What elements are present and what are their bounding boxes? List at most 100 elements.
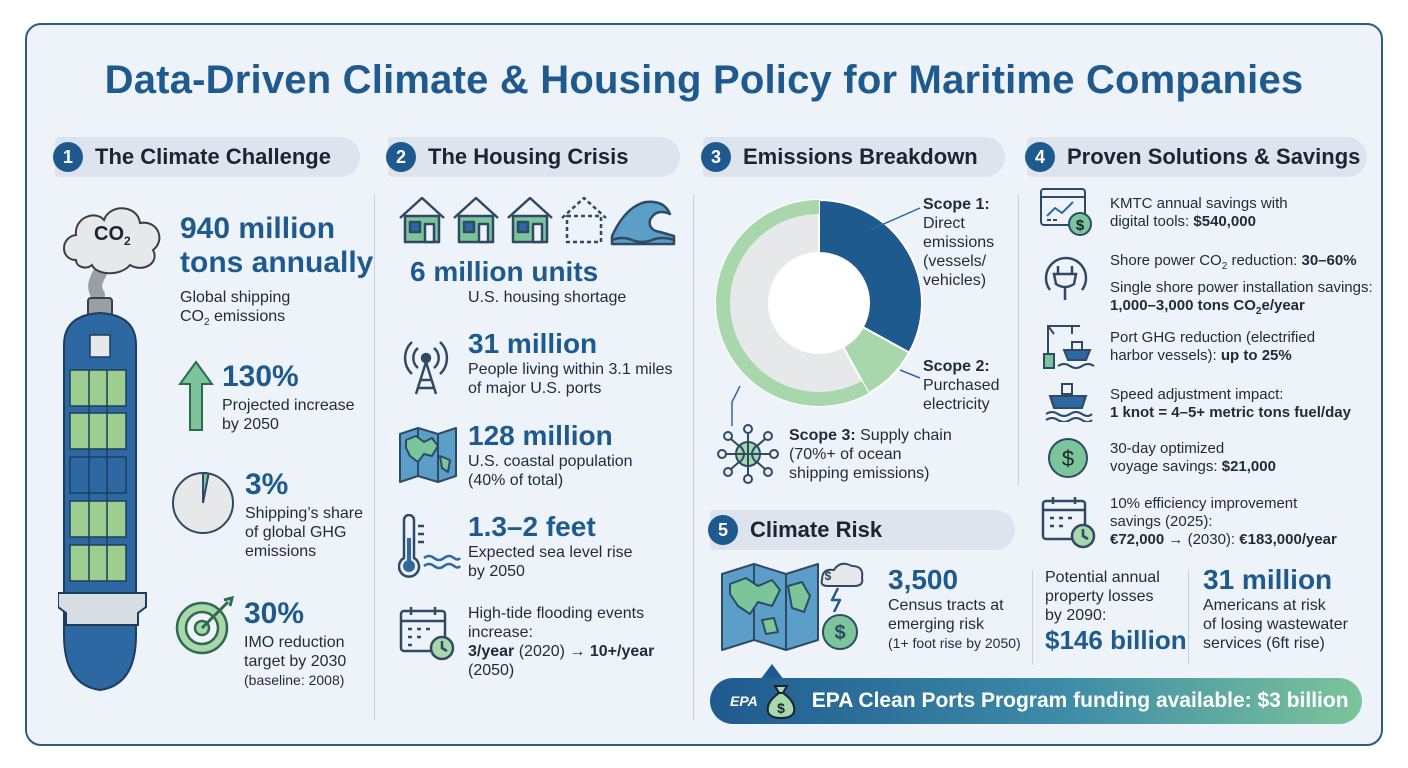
- target-icon: [174, 596, 236, 656]
- stat-label: target by 2030: [244, 653, 347, 670]
- stat-port-population: 31 million People living within 3.1 mile…: [468, 328, 673, 398]
- stat-value: 31 million: [468, 328, 598, 359]
- plug-icon: [1040, 252, 1092, 304]
- stat-imo-target: 30% IMO reduction target by 2030 (baseli…: [244, 597, 346, 690]
- solution-item-voyage: 30-day optimized voyage savings: $21,000: [1110, 440, 1276, 475]
- solution-item-port-ghg: Port GHG reduction (electrified harbor v…: [1110, 329, 1316, 364]
- stat-label: IMO reduction: [244, 634, 345, 651]
- coastal-map-icon: [398, 426, 458, 484]
- solution-item-shore-power: Shore power CO2 reduction: 30–60% Single…: [1110, 252, 1373, 317]
- stat-sea-level-rise: 1.3–2 feet Expected sea level rise by 20…: [468, 511, 633, 581]
- stat-label: by 2050: [468, 563, 525, 580]
- cargo-ship-icon: [58, 195, 168, 695]
- section-number: 4: [1025, 142, 1055, 172]
- stat-value: 128 million: [468, 420, 613, 451]
- stat-label: (40% of total): [468, 472, 564, 489]
- scope2-label: Scope 2: Purchased electricity: [923, 358, 1000, 413]
- arrow-up-icon: [178, 360, 214, 432]
- column-divider: [1018, 195, 1019, 485]
- section-number: 5: [708, 515, 738, 545]
- stat-value: 3/year (2020) → 10+/year: [468, 643, 655, 660]
- section-title: The Housing Crisis: [428, 144, 629, 169]
- stat-label: Potential annual: [1045, 569, 1160, 586]
- solution-item-kmtc: KMTC annual savings with digital tools: …: [1110, 195, 1288, 230]
- stat-label: U.S. coastal population: [468, 453, 633, 470]
- leader-lines: [700, 190, 1020, 440]
- stat-value: 1.3–2 feet: [468, 511, 596, 542]
- stat-value: $146 billion: [1045, 625, 1187, 655]
- stat-value: 940 million: [180, 212, 336, 245]
- houses-and-wave-icon: [396, 194, 686, 246]
- calendar-clock-icon: [1040, 494, 1098, 550]
- section-number: 1: [53, 142, 83, 172]
- stat-value: 130%: [222, 360, 299, 393]
- stat-value: 3,500: [888, 564, 959, 595]
- banner-text: EPA Clean Ports Program funding availabl…: [811, 689, 1349, 712]
- stat-label: Global shipping: [180, 289, 291, 306]
- section-number: 3: [701, 142, 731, 172]
- radio-tower-icon: [398, 332, 454, 396]
- page-title: Data-Driven Climate & Housing Policy for…: [104, 58, 1304, 102]
- pie-share-icon: [170, 470, 236, 536]
- epa-logo: EPA: [730, 693, 758, 709]
- stat-label: People living within 3.1 miles: [468, 361, 673, 378]
- section-header-solutions: 4 Proven Solutions & Savings: [1025, 137, 1367, 177]
- dashboard-savings-icon: $: [1038, 186, 1096, 238]
- stat-label: (1+ foot rise by 2050): [888, 635, 1021, 651]
- stat-label: Expected sea level rise: [468, 544, 633, 561]
- stat-label: by 2050: [222, 416, 279, 433]
- column-divider: [374, 195, 375, 720]
- stat-value: 30%: [244, 597, 305, 630]
- dollar-coin-icon: $: [1046, 436, 1090, 480]
- stat-label: High-tide flooding events: [468, 605, 645, 622]
- stat-value: 31 million: [1203, 564, 1333, 595]
- section-title: The Climate Challenge: [95, 144, 331, 169]
- stat-label: (baseline: 2008): [244, 672, 345, 688]
- emissions-donut-chart: [712, 196, 926, 410]
- co2-cloud-label: CO2: [94, 223, 131, 248]
- stat-label: emissions: [245, 543, 317, 560]
- stat-shipping-share: 3% Shipping’s share of global GHG emissi…: [245, 468, 363, 561]
- stat-label: increase:: [468, 624, 533, 641]
- stat-value: tons annually: [180, 246, 374, 279]
- stat-label: Census tracts at: [888, 597, 1004, 614]
- banner-pointer: [760, 662, 784, 680]
- column-divider: [693, 195, 694, 720]
- stat-label: Americans at risk: [1203, 597, 1326, 614]
- stat-label: CO2 emissions: [180, 308, 286, 329]
- stat-label: of major U.S. ports: [468, 380, 602, 397]
- svg-text:$: $: [825, 569, 832, 583]
- svg-text:$: $: [834, 622, 845, 644]
- epa-funding-banner: EPA $ EPA Clean Ports Program funding av…: [710, 678, 1362, 724]
- stat-housing-shortage: 6 million units U.S. housing shortage: [410, 256, 626, 307]
- port-crane-ship-icon: [1040, 320, 1098, 372]
- stat-coastal-population: 128 million U.S. coastal population (40%…: [468, 420, 633, 490]
- ship-icon: [1044, 378, 1094, 422]
- stat-value: 3%: [245, 468, 289, 501]
- section-header-emissions: 3 Emissions Breakdown: [701, 137, 1005, 177]
- donut-hole: [769, 253, 869, 353]
- section-number: 2: [386, 142, 416, 172]
- svg-text:$: $: [777, 700, 785, 716]
- stat-property-losses: Potential annual property losses by 2090…: [1045, 568, 1187, 655]
- section-header-risk: 5 Climate Risk: [708, 510, 1015, 550]
- stat-label: emerging risk: [888, 616, 985, 633]
- stat-label: property losses: [1045, 588, 1154, 605]
- stat-census-tracts: 3,500 Census tracts at emerging risk (1+…: [888, 564, 1021, 653]
- stat-label: Shipping’s share: [245, 505, 364, 522]
- solution-item-efficiency: 10% efficiency improvement savings (2025…: [1110, 495, 1337, 548]
- stat-value: 6 million units: [410, 256, 599, 287]
- section-header-climate: 1 The Climate Challenge: [53, 137, 360, 177]
- stat-label: (2050): [468, 662, 515, 679]
- section-title: Emissions Breakdown: [743, 144, 978, 169]
- risk-map-icon: $ $: [718, 560, 868, 660]
- stat-label: services (6ft rise): [1203, 635, 1325, 652]
- column-divider: [1188, 570, 1189, 665]
- stat-label: by 2090:: [1045, 607, 1107, 624]
- scope3-label: Scope 3: Supply chain (70%+ of ocean shi…: [789, 427, 952, 482]
- stat-projected-increase: 130% Projected increase by 2050: [222, 360, 355, 434]
- pie-slice-shipping-share: [202, 471, 210, 504]
- section-header-housing: 2 The Housing Crisis: [386, 137, 680, 177]
- scope1-label: Scope 1: Direct emissions (vessels/ vehi…: [923, 196, 995, 289]
- stat-global-shipping-emissions: 940 million tons annually Global shippin…: [180, 212, 373, 332]
